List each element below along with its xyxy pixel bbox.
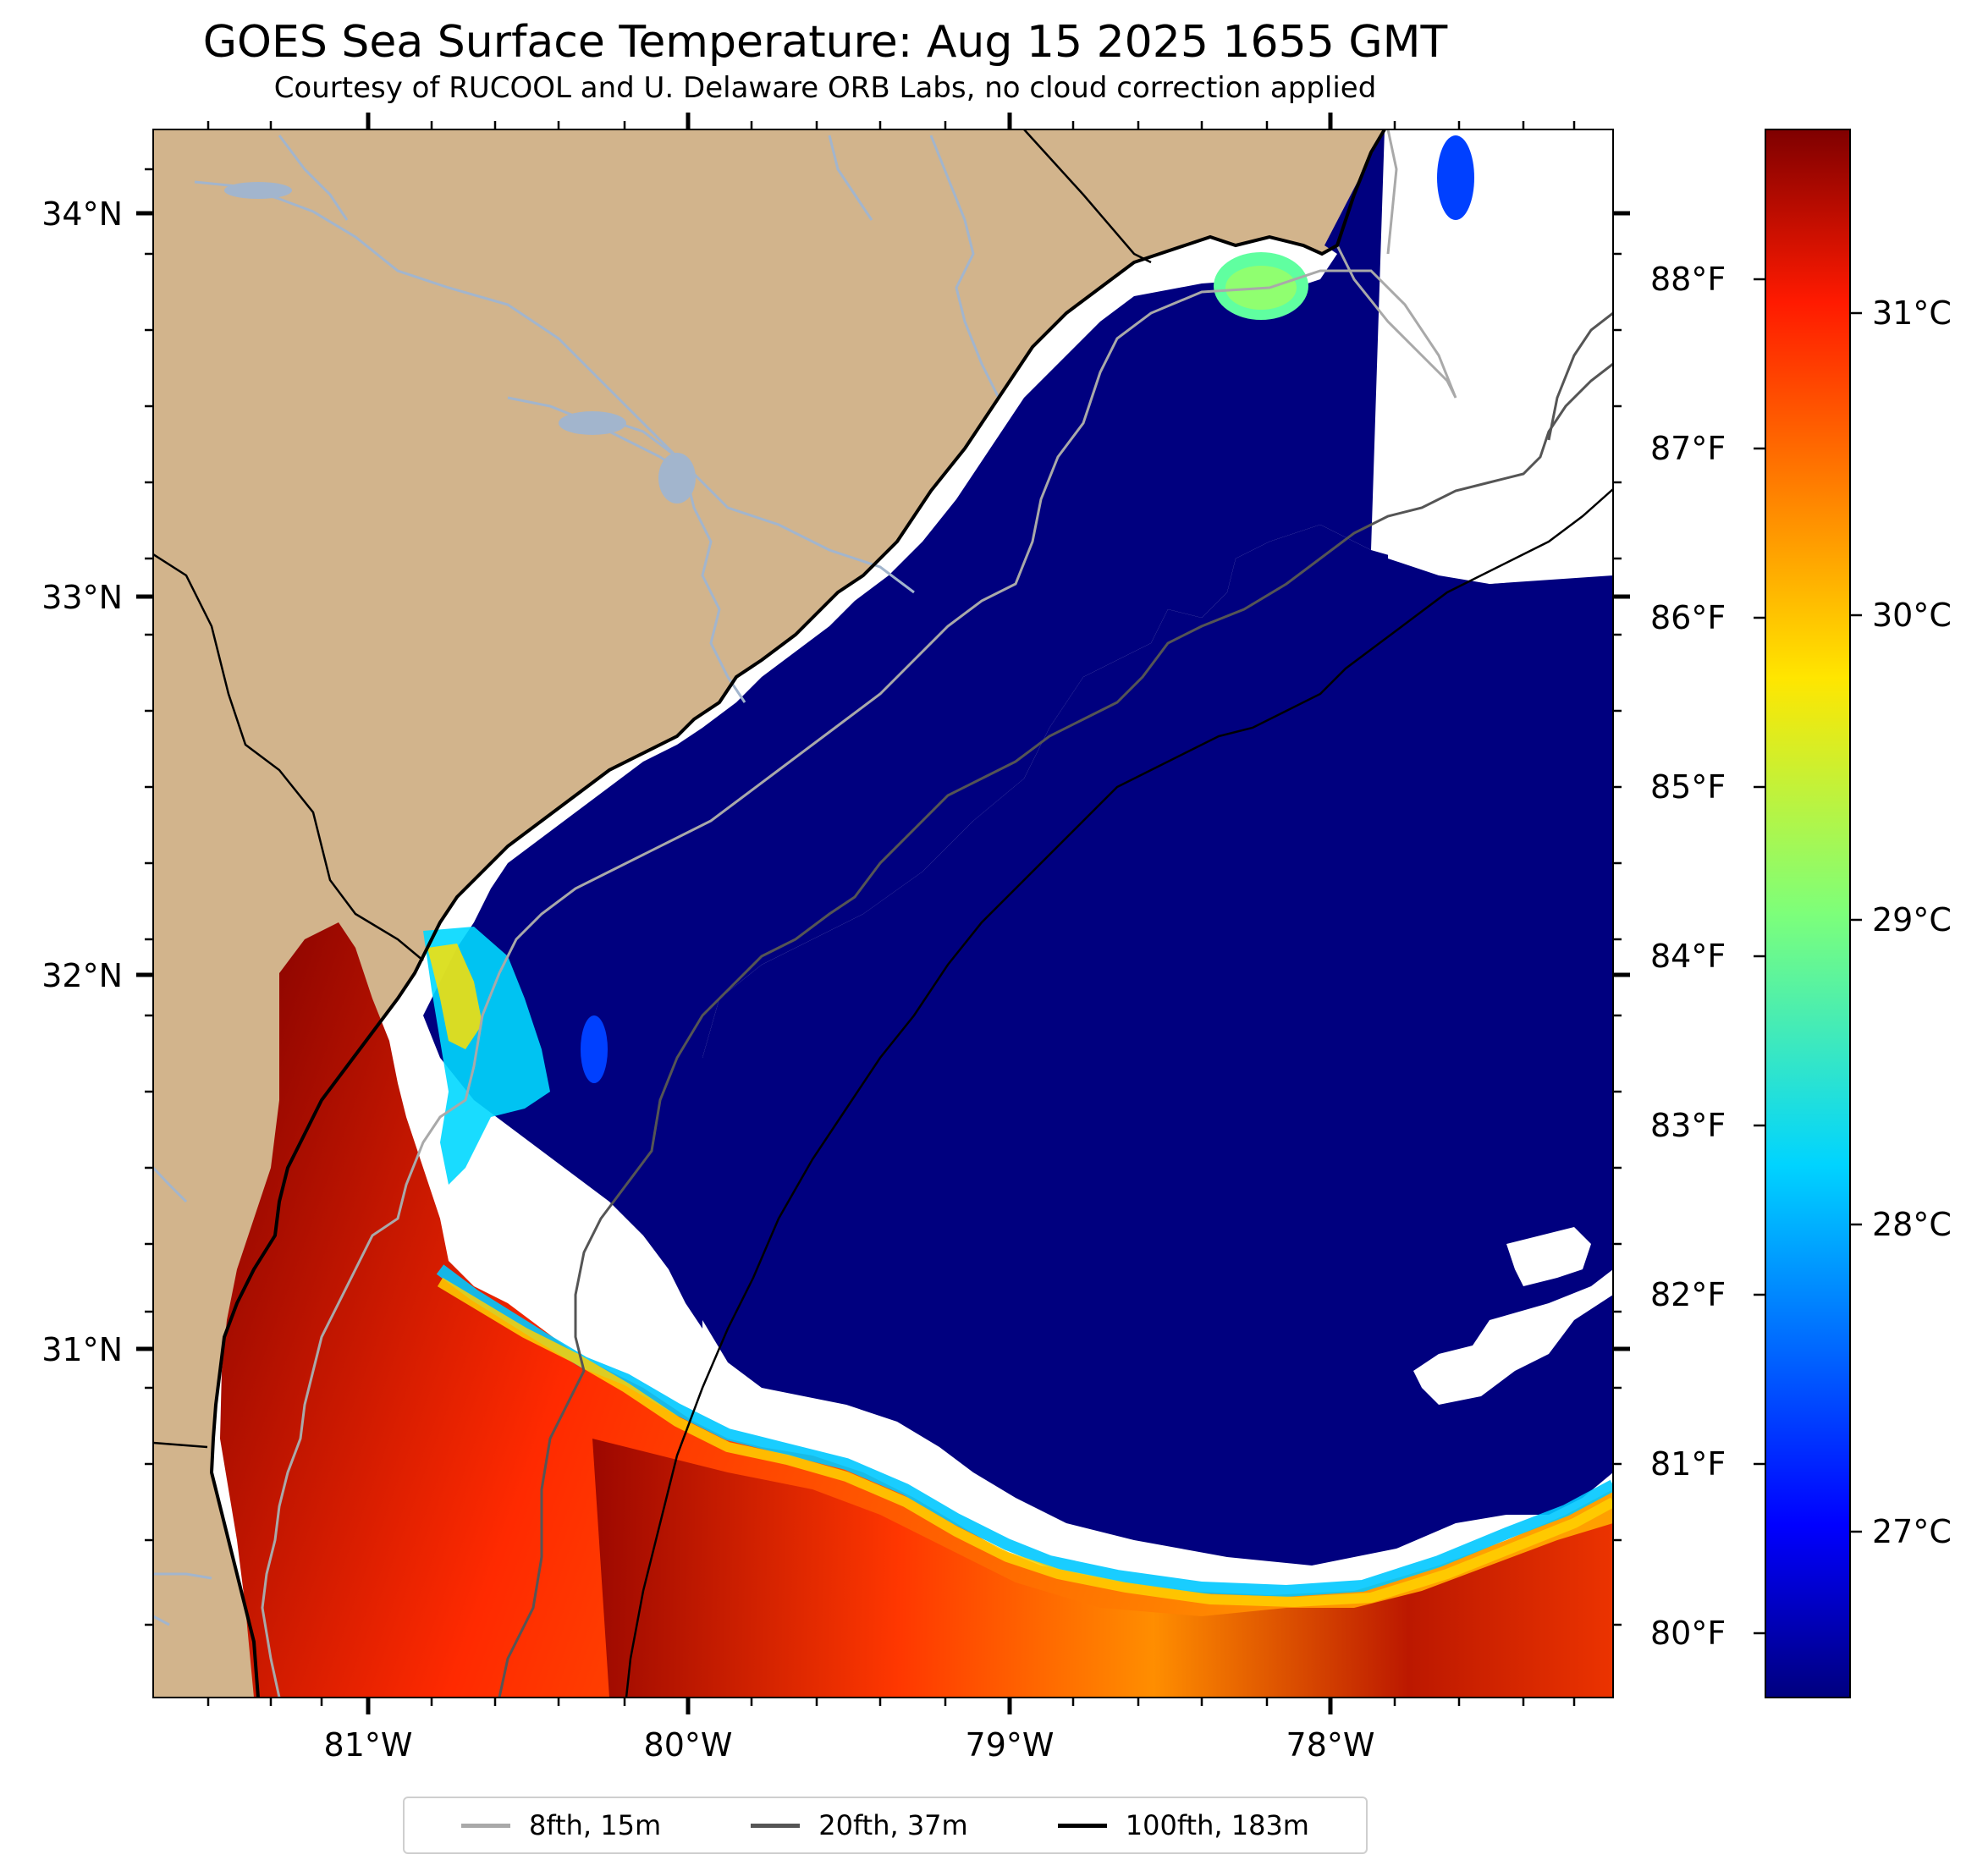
coastline bbox=[209, 129, 1386, 1698]
legend-item-100fth: 100fth, 183m bbox=[1057, 1809, 1309, 1841]
contour-20fth bbox=[498, 311, 1613, 1698]
map-frame bbox=[152, 129, 1614, 1698]
legend-label-8fth: 8fth, 15m bbox=[529, 1809, 662, 1841]
map-subtitle: Courtesy of RUCOOL and U. Delaware ORB L… bbox=[273, 71, 1377, 105]
f-label-82: 82°F bbox=[1650, 1276, 1726, 1313]
c-label-30: 30°C bbox=[1872, 597, 1952, 634]
legend-swatch-8fth bbox=[461, 1823, 511, 1828]
c-label-27: 27°C bbox=[1872, 1513, 1952, 1550]
lat-label-32: 32°N bbox=[41, 957, 123, 994]
lon-label-79: 79°W bbox=[966, 1726, 1055, 1764]
gulf-stream-core bbox=[592, 1439, 1613, 1698]
legend-swatch-20fth bbox=[751, 1823, 801, 1828]
f-label-86: 86°F bbox=[1650, 599, 1726, 636]
legend-swatch-100fth bbox=[1057, 1823, 1107, 1828]
land-area bbox=[153, 129, 1385, 1698]
c-label-29: 29°C bbox=[1872, 901, 1952, 938]
legend-item-20fth: 20fth, 37m bbox=[751, 1809, 968, 1841]
lon-label-78: 78°W bbox=[1286, 1726, 1375, 1764]
legend-item-8fth: 8fth, 15m bbox=[461, 1809, 661, 1841]
lat-label-33: 33°N bbox=[41, 579, 123, 616]
nearshore-yellow-patch bbox=[427, 944, 482, 1049]
lon-label-80: 80°W bbox=[644, 1726, 733, 1764]
cloud-patch-2 bbox=[1506, 1227, 1591, 1286]
fahrenheit-labels: 88°F 87°F 86°F 85°F 84°F 83°F 82°F 81°F … bbox=[1650, 261, 1726, 1652]
legend-label-100fth: 100fth, 183m bbox=[1125, 1809, 1309, 1841]
map-panel bbox=[153, 129, 1613, 1698]
thermal-front-yellow bbox=[437, 1277, 1613, 1608]
lat-label-31: 31°N bbox=[41, 1331, 123, 1368]
legend-label-20fth: 20fth, 37m bbox=[818, 1809, 968, 1841]
lat-label-34: 34°N bbox=[41, 195, 123, 233]
contour-8fth bbox=[261, 129, 1457, 1698]
lon-labels: 81°W 80°W 79°W 78°W bbox=[324, 1726, 1375, 1764]
minor-ticks bbox=[145, 121, 1622, 1706]
colorbar bbox=[1765, 129, 1851, 1698]
f-label-84: 84°F bbox=[1650, 938, 1726, 975]
colorbar-ticks bbox=[1754, 278, 1862, 1635]
lon-major-ticks bbox=[366, 113, 1333, 1714]
f-label-87: 87°F bbox=[1650, 430, 1726, 467]
contour-100fth bbox=[625, 488, 1613, 1698]
cold-water-region bbox=[690, 129, 1613, 1566]
f-label-81: 81°F bbox=[1650, 1445, 1726, 1483]
cold-speck-offshore bbox=[581, 1015, 608, 1083]
nearshore-cold-water bbox=[423, 129, 1385, 1329]
celsius-labels: 31°C 30°C 29°C 28°C 27°C bbox=[1872, 294, 1952, 1550]
cloud-patch bbox=[1388, 129, 1613, 584]
contour-legend: 8fth, 15m 20fth, 37m 100fth, 183m bbox=[403, 1797, 1368, 1854]
map-title: GOES Sea Surface Temperature: Aug 15 202… bbox=[202, 17, 1448, 68]
f-label-88: 88°F bbox=[1650, 261, 1726, 298]
lon-label-81: 81°W bbox=[324, 1726, 413, 1764]
lat-labels: 34°N 33°N 32°N 31°N bbox=[41, 195, 123, 1368]
rivers bbox=[153, 135, 1000, 1626]
lakes bbox=[224, 182, 696, 504]
lat-major-ticks bbox=[136, 211, 1630, 1351]
f-label-80: 80°F bbox=[1650, 1615, 1726, 1652]
c-label-31: 31°C bbox=[1872, 294, 1952, 332]
f-label-83: 83°F bbox=[1650, 1107, 1726, 1144]
f-label-85: 85°F bbox=[1650, 768, 1726, 806]
c-label-28: 28°C bbox=[1872, 1206, 1952, 1243]
cold-speck-north bbox=[1437, 135, 1474, 220]
warm-water-region bbox=[220, 922, 1613, 1698]
